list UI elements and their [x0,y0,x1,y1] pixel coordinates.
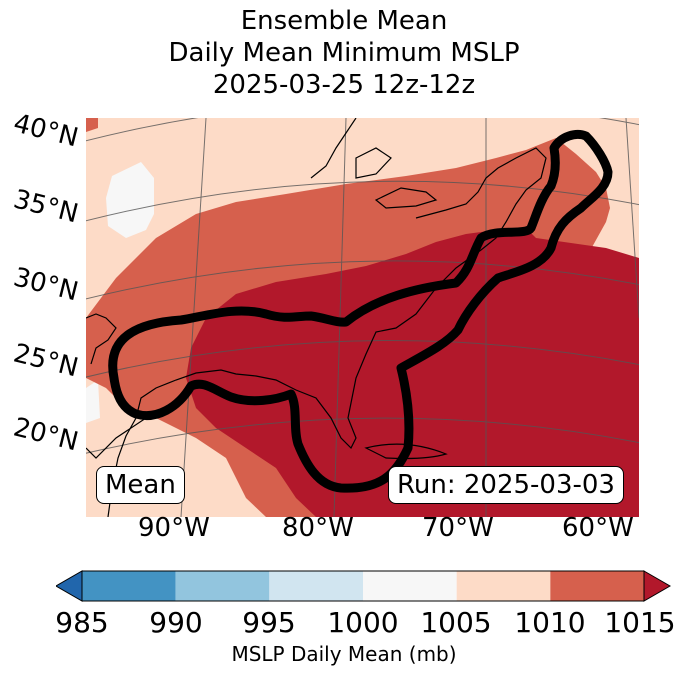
colorbar-tick-1015: 1015 [604,606,676,639]
title-line-2: Daily Mean Minimum MSLP [168,38,520,68]
colorbar-title: MSLP Daily Mean (mb) [231,642,457,666]
pressure-field-very-low-edge [86,380,100,423]
colorbar-tick-1000: 1000 [327,606,399,639]
pressure-field-mid-corner [86,118,98,132]
lat-label-25: 25°N [10,338,82,384]
lon-label-60w: 60°W [562,513,634,543]
lon-label-70w: 70°W [422,513,494,543]
title-line-3: 2025-03-25 12z-12z [212,70,476,100]
colorbar-tick-985: 985 [55,606,109,639]
lon-label-90w: 90°W [138,513,210,543]
colorbar-tick-1010: 1010 [514,606,586,639]
map-panel[interactable] [86,118,639,517]
colorbar-bin-2 [269,571,363,601]
map-canvas [86,118,639,517]
colorbar-tick-1005: 1005 [420,606,492,639]
colorbar-bin-3 [363,571,457,601]
lon-label-80w: 80°W [282,513,354,543]
colorbar-bin-0 [82,571,176,601]
colorbar-under-arrow [56,570,83,602]
colorbar-bin-1 [175,571,270,601]
lat-label-20: 20°N [10,412,82,458]
pressure-field-very-low [106,162,154,238]
colorbar-tick-990: 990 [149,606,203,639]
colorbar [56,570,672,602]
colorbar-frame [81,570,645,602]
lat-label-30: 30°N [10,262,82,308]
colorbar-bin-4 [456,571,551,601]
graticule [86,118,639,517]
run-label-box: Run: 2025-03-03 [388,466,624,504]
mean-label-box: Mean [96,466,185,504]
pressure-contour [108,130,613,493]
lat-label-40: 40°N [10,108,82,154]
lat-label-35: 35°N [10,184,82,230]
colorbar-over-arrow [643,570,672,602]
colorbar-bin-5 [550,571,644,601]
title-line-1: Ensemble Mean [240,6,448,36]
colorbar-tick-995: 995 [242,606,296,639]
